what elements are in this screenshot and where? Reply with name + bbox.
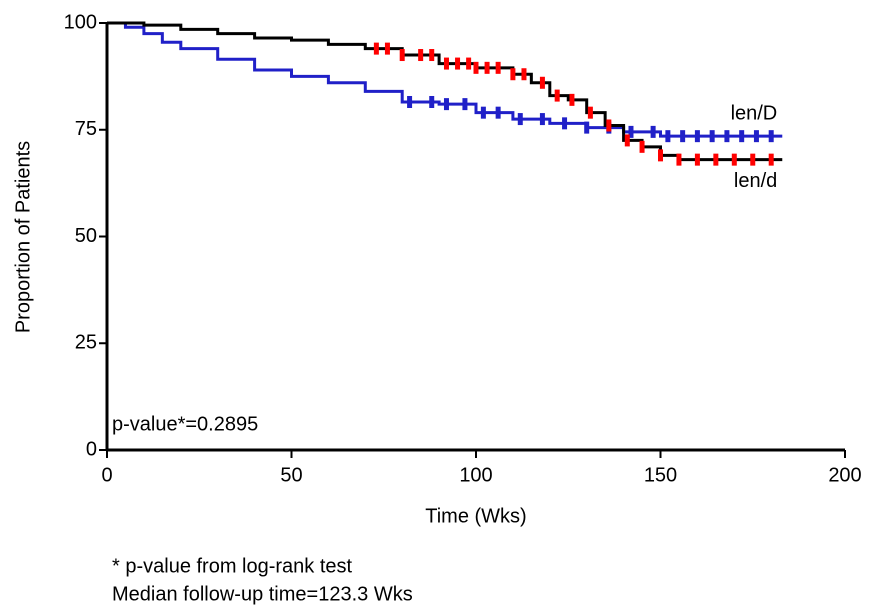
censor-mark bbox=[694, 130, 700, 143]
censor-mark bbox=[569, 93, 575, 106]
y-tick-label: 75 bbox=[75, 118, 97, 140]
censor-mark bbox=[480, 106, 486, 119]
censor-mark bbox=[750, 153, 756, 166]
censor-mark bbox=[399, 49, 405, 62]
censor-mark bbox=[768, 153, 774, 166]
y-tick-label: 50 bbox=[75, 225, 97, 247]
annotation: p-value*=0.2895 bbox=[112, 413, 258, 435]
censor-mark bbox=[584, 121, 590, 134]
censor-mark bbox=[462, 98, 468, 111]
censor-mark bbox=[429, 95, 435, 108]
censor-mark bbox=[562, 117, 568, 130]
censor-mark bbox=[418, 49, 424, 62]
x-tick-label: 100 bbox=[459, 464, 492, 486]
censor-mark bbox=[484, 61, 490, 74]
y-tick-label: 0 bbox=[86, 438, 97, 460]
series-label: len/d bbox=[734, 170, 777, 192]
censor-mark bbox=[676, 153, 682, 166]
censor-mark bbox=[680, 130, 686, 143]
censor-mark bbox=[658, 149, 663, 162]
x-tick-label: 200 bbox=[828, 464, 861, 486]
censor-mark bbox=[554, 89, 560, 102]
censor-mark bbox=[443, 98, 449, 111]
censor-mark bbox=[587, 106, 593, 119]
x-tick-label: 50 bbox=[280, 464, 302, 486]
series-label: len/D bbox=[731, 102, 778, 124]
survival-line bbox=[107, 21, 783, 138]
x-tick-label: 150 bbox=[644, 464, 677, 486]
censor-mark bbox=[606, 119, 612, 132]
censor-mark bbox=[624, 134, 630, 147]
censor-mark bbox=[495, 61, 501, 74]
censor-mark bbox=[429, 49, 435, 62]
censor-mark bbox=[639, 140, 645, 153]
censor-mark bbox=[753, 130, 759, 143]
censor-mark bbox=[407, 95, 413, 108]
x-tick-label: 0 bbox=[101, 464, 112, 486]
censor-mark bbox=[521, 68, 527, 81]
censor-mark bbox=[495, 106, 501, 119]
censor-mark bbox=[628, 125, 634, 138]
x-axis-label: Time (Wks) bbox=[425, 505, 526, 527]
censor-mark bbox=[539, 113, 545, 126]
censor-mark bbox=[713, 153, 719, 166]
censor-mark bbox=[768, 130, 774, 143]
y-tick-label: 25 bbox=[75, 332, 97, 354]
censor-mark bbox=[517, 113, 523, 126]
censor-mark bbox=[650, 125, 656, 138]
censor-mark bbox=[384, 42, 390, 55]
footnote: Median follow-up time=123.3 Wks bbox=[112, 583, 413, 605]
censor-mark bbox=[731, 153, 737, 166]
censor-mark bbox=[665, 130, 671, 143]
censor-mark bbox=[455, 57, 461, 70]
censor-mark bbox=[694, 153, 700, 166]
censor-mark bbox=[739, 130, 745, 143]
censor-mark bbox=[466, 57, 472, 70]
y-axis-label: Proportion of Patients bbox=[12, 141, 34, 333]
censor-mark bbox=[724, 130, 730, 143]
censor-mark bbox=[443, 57, 449, 70]
censor-mark bbox=[510, 68, 516, 81]
censor-mark bbox=[373, 42, 379, 55]
censor-mark bbox=[473, 61, 479, 74]
y-tick-label: 100 bbox=[64, 11, 97, 33]
censor-mark bbox=[539, 76, 545, 89]
censor-mark bbox=[709, 130, 715, 143]
footnote: * p-value from log-rank test bbox=[112, 555, 353, 577]
